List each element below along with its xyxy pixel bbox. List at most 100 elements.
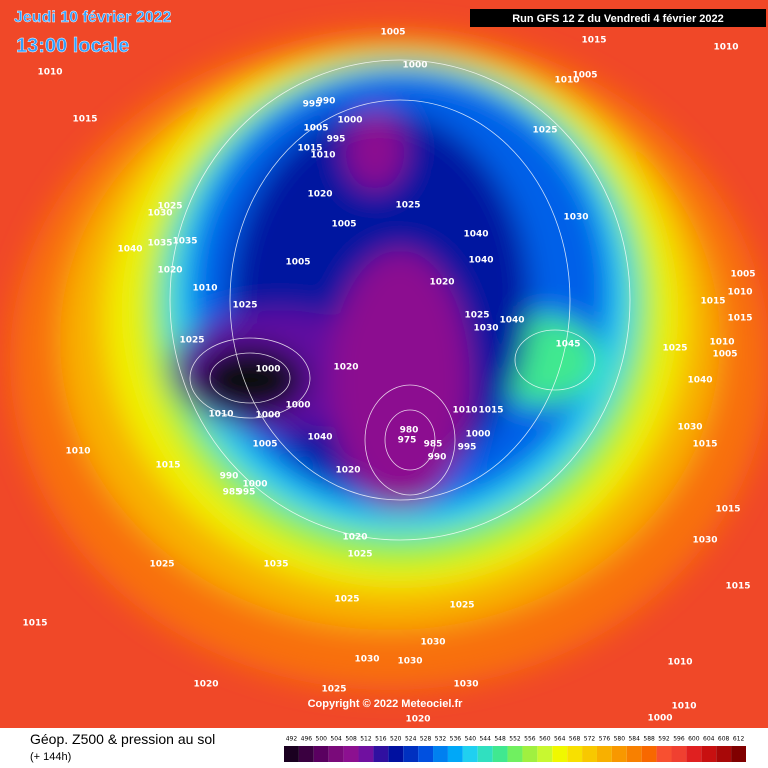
pressure-label: 1015 bbox=[72, 115, 97, 125]
colorbar-label: 596 bbox=[673, 736, 685, 743]
colorbar-swatch bbox=[626, 746, 642, 762]
colorbar-swatch bbox=[701, 746, 717, 762]
pressure-label: 1040 bbox=[463, 230, 488, 240]
pressure-label: 1000 bbox=[337, 116, 362, 126]
colorbar-label: 548 bbox=[494, 736, 506, 743]
pressure-label: 1025 bbox=[464, 311, 489, 321]
colorbar-label: 588 bbox=[643, 736, 655, 743]
colorbar-swatch bbox=[433, 746, 448, 762]
colorbar-swatch bbox=[373, 746, 389, 762]
colorbar-swatch bbox=[462, 746, 478, 762]
pressure-label: 1015 bbox=[700, 297, 725, 307]
pressure-label: 1015 bbox=[22, 619, 47, 629]
pressure-label: 990 bbox=[220, 472, 239, 482]
pressure-label: 1015 bbox=[715, 505, 740, 515]
pressure-label: 1015 bbox=[155, 461, 180, 471]
pressure-label: 1000 bbox=[465, 430, 490, 440]
pressure-label: 1025 bbox=[347, 550, 372, 560]
pressure-label: 1025 bbox=[334, 595, 359, 605]
pressure-label: 1005 bbox=[380, 28, 405, 38]
pressure-label: 1025 bbox=[662, 344, 687, 354]
colorbar-swatch bbox=[596, 746, 612, 762]
pressure-label: 1030 bbox=[453, 680, 478, 690]
pressure-label: 1010 bbox=[452, 406, 477, 416]
colorbar-swatch bbox=[507, 746, 523, 762]
colorbar-swatch bbox=[403, 746, 419, 762]
pressure-label: 985 bbox=[223, 488, 242, 498]
pressure-label: 1020 bbox=[307, 190, 332, 200]
colorbar-label: 524 bbox=[405, 736, 417, 743]
pressure-label: 1010 bbox=[208, 410, 233, 420]
colorbar-swatch bbox=[567, 746, 583, 762]
pressure-label: 1020 bbox=[429, 278, 454, 288]
geopotential-field bbox=[0, 0, 768, 728]
colorbar-label: 540 bbox=[465, 736, 477, 743]
pressure-label: 995 bbox=[303, 100, 322, 110]
pressure-label: 1010 bbox=[37, 68, 62, 78]
colorbar-label: 564 bbox=[554, 736, 566, 743]
colorbar-label: 568 bbox=[569, 736, 581, 743]
colorbar-label: 572 bbox=[584, 736, 596, 743]
time: 13:00 locale bbox=[16, 35, 129, 57]
pressure-label: 1005 bbox=[730, 270, 755, 280]
run-info: Run GFS 12 Z du Vendredi 4 février 2022 bbox=[512, 13, 724, 25]
pressure-label: 1010 bbox=[554, 76, 579, 86]
colorbar-swatch bbox=[284, 746, 299, 762]
colorbar: 492 496 500 504 508 512 516 520 524 528 532 536 540 5… bbox=[284, 736, 746, 762]
colorbar-label: 512 bbox=[360, 736, 372, 743]
pressure-label: 1005 bbox=[303, 124, 328, 134]
pressure-label: 995 bbox=[237, 488, 256, 498]
colorbar-label: 580 bbox=[614, 736, 626, 743]
colorbar-label: 600 bbox=[688, 736, 700, 743]
pressure-label: 995 bbox=[458, 443, 477, 453]
pressure-label: 1015 bbox=[478, 406, 503, 416]
colorbar-label: 604 bbox=[703, 736, 715, 743]
pressure-label: 1025 bbox=[449, 601, 474, 611]
pressure-label: 1030 bbox=[563, 213, 588, 223]
pressure-label: 1010 bbox=[727, 288, 752, 298]
pressure-label: 1040 bbox=[687, 376, 712, 386]
copyright: Copyright © 2022 Meteociel.fr bbox=[308, 698, 464, 710]
colorbar-swatch bbox=[492, 746, 508, 762]
pressure-label: 1010 bbox=[667, 658, 692, 668]
colorbar-swatch bbox=[656, 746, 672, 762]
colorbar-swatch bbox=[641, 746, 657, 762]
pressure-label: 1020 bbox=[342, 533, 367, 543]
pressure-label: 1010 bbox=[310, 151, 335, 161]
pressure-label: 1025 bbox=[157, 202, 182, 212]
colorbar-label: 560 bbox=[539, 736, 551, 743]
pressure-label: 1015 bbox=[297, 144, 322, 154]
pressure-label: 1025 bbox=[395, 201, 420, 211]
pressure-label: 1045 bbox=[555, 340, 580, 350]
colorbar-label: 516 bbox=[375, 736, 387, 743]
colorbar-label: 552 bbox=[509, 736, 521, 743]
pressure-label: 1035 bbox=[263, 560, 288, 570]
pressure-label: 1040 bbox=[468, 256, 493, 266]
pressure-label: 1035 bbox=[172, 237, 197, 247]
pressure-label: 1000 bbox=[255, 411, 280, 421]
colorbar-swatch bbox=[686, 746, 702, 762]
pressure-label: 1000 bbox=[285, 401, 310, 411]
colorbar-label: 544 bbox=[479, 736, 491, 743]
pressure-labels: 1005101510101010100010051010101599599010… bbox=[22, 28, 755, 725]
field-low-center bbox=[195, 345, 305, 415]
pressure-label: 1020 bbox=[335, 466, 360, 476]
pressure-label: 990 bbox=[428, 453, 447, 463]
colorbar-swatch bbox=[522, 746, 538, 762]
pressure-label: 1015 bbox=[725, 582, 750, 592]
colorbar-swatch bbox=[358, 746, 374, 762]
pressure-label: 1020 bbox=[157, 266, 182, 276]
pressure-label: 980 bbox=[400, 426, 419, 436]
colorbar-swatch bbox=[611, 746, 627, 762]
pressure-label: 1025 bbox=[321, 685, 346, 695]
pressure-label: 1010 bbox=[671, 702, 696, 712]
pressure-label: 1010 bbox=[65, 447, 90, 457]
date: Jeudi 10 février 2022 bbox=[14, 9, 172, 26]
pressure-label: 1030 bbox=[473, 324, 498, 334]
pressure-label: 1035 bbox=[147, 239, 172, 249]
colorbar-swatch bbox=[328, 746, 344, 762]
pressure-label: 1030 bbox=[677, 423, 702, 433]
colorbar-label: 496 bbox=[301, 736, 313, 743]
pressure-label: 1010 bbox=[713, 43, 738, 53]
colorbar-label: 528 bbox=[420, 736, 432, 743]
